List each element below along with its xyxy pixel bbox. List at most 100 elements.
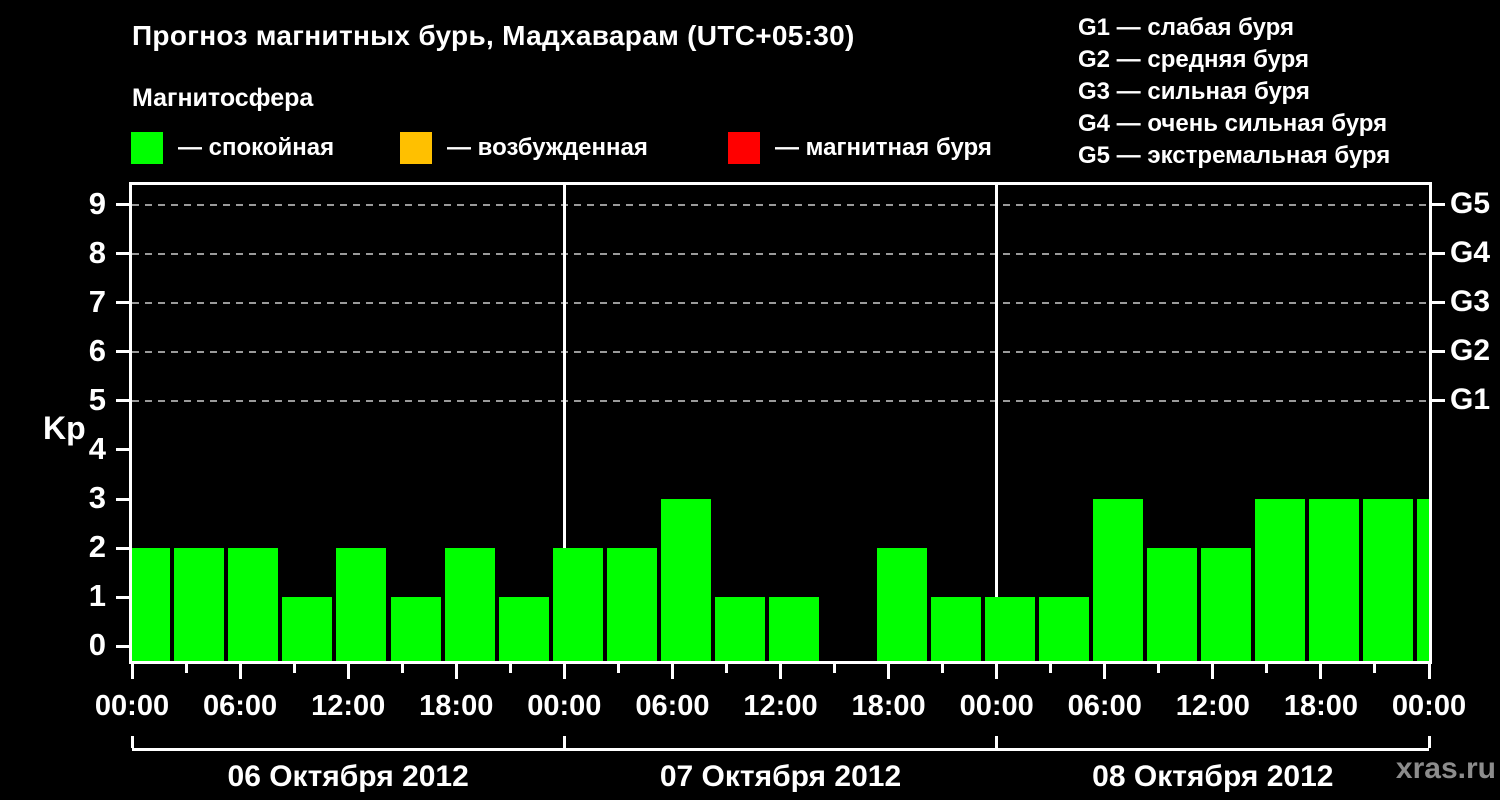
x-axis-major-tick — [454, 664, 458, 679]
y-axis-tick — [116, 350, 129, 354]
date-bracket-line — [132, 748, 1429, 751]
storm-scale-line-g1: G1 — слабая буря — [1078, 14, 1295, 41]
right-axis-tick — [1432, 252, 1445, 256]
chart: 0 1 2 3 4 5 6 7 8 9 G1 G2 G3 G4 G5 00:00 06:00 12:00 18:00… — [89, 182, 1490, 793]
gridline-kp5 — [132, 399, 1429, 402]
date-bracket-tick — [1427, 736, 1431, 748]
kp-bar — [768, 597, 819, 661]
plot-area — [129, 182, 1432, 664]
kp-bar — [132, 548, 171, 661]
x-axis-label: 00:00 — [959, 690, 1034, 722]
x-axis-label: 06:00 — [202, 690, 278, 722]
x-axis-label: 12:00 — [1175, 690, 1250, 722]
legend-label: — возбужденная — [447, 134, 648, 161]
x-axis-label: 06:00 — [1067, 690, 1142, 722]
x-axis-major-tick — [1211, 664, 1215, 679]
x-axis-label: 12:00 — [311, 690, 386, 722]
kp-bar — [174, 548, 225, 661]
x-axis-major-tick — [1103, 664, 1107, 679]
x-axis-major-tick — [670, 664, 674, 679]
x-axis-minor-tick — [292, 664, 296, 673]
x-axis-label: 12:00 — [743, 690, 818, 722]
y-axis-label: 4 — [88, 430, 106, 466]
x-axis-label: 00:00 — [1391, 690, 1467, 722]
x-axis-minor-tick — [184, 664, 188, 673]
x-axis-minor-tick — [616, 664, 620, 673]
kp-bar — [1363, 499, 1414, 661]
x-axis-major-tick — [238, 664, 242, 679]
g-scale-axis-label: G5 — [1450, 186, 1491, 220]
kp-bar — [1147, 548, 1198, 661]
kp-bar — [660, 499, 711, 661]
kp-bar — [390, 597, 441, 661]
y-axis-label: 6 — [88, 332, 106, 368]
legend-item-storm: — магнитная буря — [728, 132, 992, 164]
kp-bar — [876, 548, 927, 661]
y-axis-label: 2 — [88, 529, 106, 565]
x-axis-minor-tick — [1157, 664, 1161, 673]
x-axis-minor-tick — [508, 664, 512, 673]
magnetosphere-subtitle: Магнитосфера — [132, 84, 314, 112]
date-label: 07 Октября 2012 — [659, 760, 902, 793]
kp-bar — [1201, 548, 1252, 661]
y-axis-tick — [116, 497, 129, 501]
y-axis-tick — [116, 252, 129, 256]
y-axis-label: 7 — [88, 283, 106, 319]
day-boundary-line — [995, 185, 999, 661]
date-bracket-tick — [562, 736, 566, 748]
y-axis-tick — [116, 448, 129, 452]
x-axis-minor-tick — [941, 664, 945, 673]
storm-color-swatch — [728, 132, 760, 164]
y-axis-label: 1 — [88, 578, 106, 614]
x-axis-major-tick — [1319, 664, 1323, 679]
g-scale-axis-label: G3 — [1450, 284, 1491, 318]
excited-color-swatch — [400, 132, 432, 164]
y-axis-tick — [116, 301, 129, 305]
kp-bar — [1309, 499, 1360, 661]
storm-scale-legend: G1 — слабая буря G2 — средняя буря G3 — … — [1078, 12, 1390, 172]
legend-item-excited: — возбужденная — [400, 132, 648, 164]
x-axis-minor-tick — [400, 664, 404, 673]
kp-bar — [714, 597, 765, 661]
gridline-kp7 — [132, 301, 1429, 304]
date-label: 08 Октября 2012 — [1092, 760, 1334, 793]
storm-scale-line-g2: G2 — средняя буря — [1078, 46, 1309, 73]
x-axis-label: 18:00 — [419, 690, 494, 722]
y-axis-label: 3 — [88, 480, 106, 516]
kp-bar — [444, 548, 495, 661]
x-axis-major-tick — [887, 664, 891, 679]
y-axis-tick — [116, 546, 129, 550]
kp-bar — [984, 597, 1035, 661]
kp-bar — [930, 597, 981, 661]
y-axis-label: 0 — [88, 627, 106, 663]
kp-bar — [336, 548, 387, 661]
y-axis-tick — [116, 399, 129, 403]
x-axis-major-tick — [995, 664, 999, 679]
x-axis-minor-tick — [1049, 664, 1053, 673]
x-axis-major-tick — [130, 664, 134, 679]
kp-bar — [1093, 499, 1144, 661]
storm-scale-line-g4: G4 — очень сильная буря — [1078, 110, 1388, 137]
x-axis-minor-tick — [833, 664, 837, 673]
g-scale-axis-label: G2 — [1450, 333, 1491, 367]
kp-bar — [1255, 499, 1306, 661]
legend-item-quiet: — спокойная — [131, 132, 334, 164]
x-axis-minor-tick — [724, 664, 728, 673]
date-bracket-tick — [995, 736, 999, 748]
right-axis-tick — [1432, 399, 1445, 403]
x-axis-major-tick — [562, 664, 566, 679]
plot-clip — [132, 185, 1429, 661]
kp-bar — [282, 597, 333, 661]
right-axis-tick — [1432, 301, 1445, 305]
kp-bar — [606, 548, 657, 661]
x-axis-major-tick — [779, 664, 782, 679]
y-axis-title: Kp — [43, 410, 86, 446]
gridline-kp8 — [132, 252, 1429, 255]
gridline-kp6 — [132, 350, 1429, 353]
y-axis-label: 9 — [88, 185, 106, 221]
g-scale-axis-label: G4 — [1450, 235, 1491, 269]
x-axis-label: 00:00 — [527, 690, 602, 722]
kp-bar — [552, 548, 603, 661]
legend-label: — магнитная буря — [775, 134, 992, 161]
